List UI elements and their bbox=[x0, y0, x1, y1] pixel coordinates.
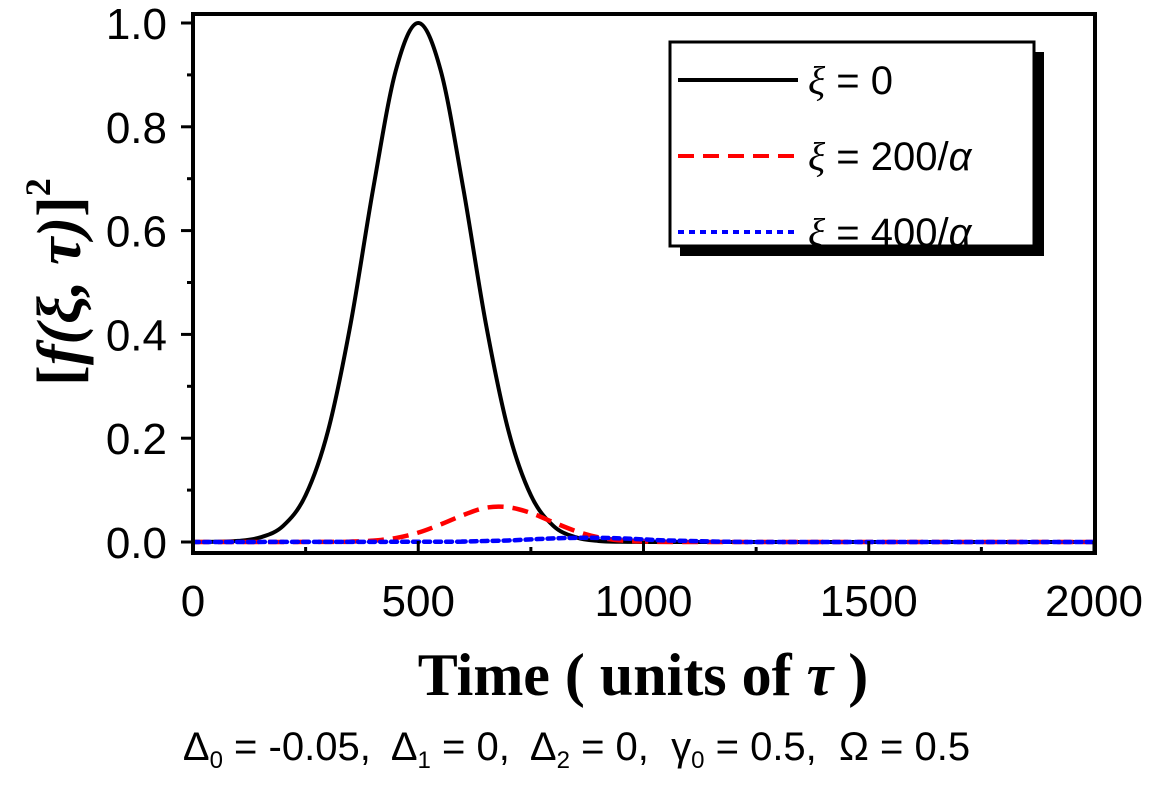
legend-label-1: ξ = 200/α bbox=[808, 134, 973, 179]
y-tick-label: 0.0 bbox=[106, 519, 167, 568]
legend-box bbox=[668, 40, 1036, 248]
x-tick-label: 0 bbox=[181, 577, 205, 626]
param-2: Δ2 = 0, bbox=[529, 725, 672, 774]
legend: ξ = 0 ξ = 200/α ξ = 400/α bbox=[668, 40, 1044, 256]
axis-ticks: 0 500 1000 1500 2000 0.0 0.2 0.4 0.6 0.8 1.0 bbox=[106, 0, 1143, 626]
param-1: Δ1 = 0, bbox=[390, 725, 530, 774]
legend-label-0: ξ = 0 bbox=[808, 58, 893, 103]
x-tick-label: 1000 bbox=[595, 577, 693, 626]
param-0: Δ0 = -0.05, bbox=[182, 725, 391, 774]
y-tick-label: 0.2 bbox=[106, 415, 167, 464]
legend-label-2: ξ = 400/α bbox=[808, 210, 973, 255]
y-tick-label: 0.4 bbox=[106, 311, 167, 360]
chart: 0 500 1000 1500 2000 0.0 0.2 0.4 0.6 0.8 1.0 ξ = 0… bbox=[18, 0, 1143, 708]
series-line-2 bbox=[190, 535, 1097, 545]
param-4: Ω = 0.5 bbox=[839, 725, 971, 769]
parameter-caption: Δ0 = -0.05, Δ1 = 0, Δ2 = 0, γ0 = 0.5, Ω … bbox=[0, 725, 1153, 775]
x-tick-label: 2000 bbox=[1045, 577, 1143, 626]
y-tick-label: 0.8 bbox=[106, 104, 167, 153]
y-tick-label: 1.0 bbox=[106, 0, 167, 49]
x-tick-label: 1500 bbox=[820, 577, 918, 626]
y-tick-label: 0.6 bbox=[106, 208, 167, 257]
series-line-1 bbox=[192, 504, 1094, 545]
x-axis-label: Time ( units of τ ) bbox=[418, 642, 869, 708]
x-tick-label: 500 bbox=[382, 577, 455, 626]
y-axis-label: [f(ξ, τ)]2 bbox=[18, 178, 94, 386]
param-3: γ0 = 0.5, bbox=[671, 725, 840, 774]
